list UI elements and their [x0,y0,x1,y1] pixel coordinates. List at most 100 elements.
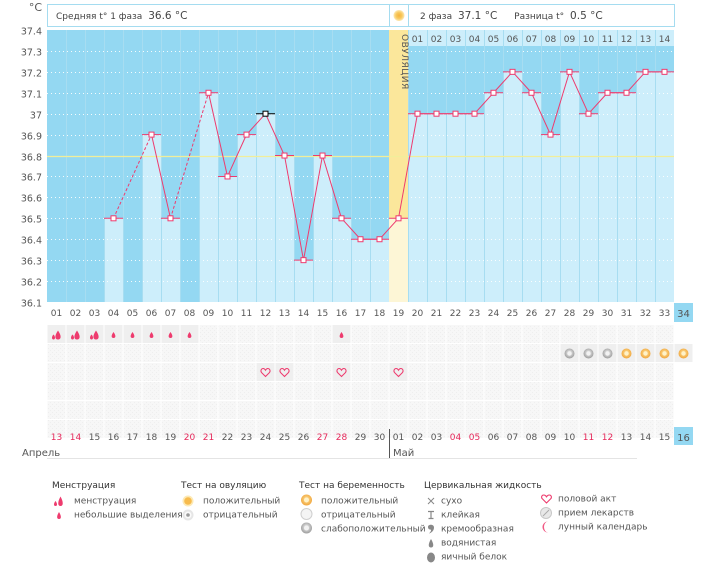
y-tick-label: 36.6 [21,194,42,205]
symptom-cell [560,325,579,343]
symptom-cell [237,401,256,419]
calendar-date: 22 [222,433,233,443]
symptom-cell [161,420,180,438]
cycle-day-label: 17 [355,309,366,319]
temperature-bar [332,218,351,302]
symptom-cell [484,382,503,400]
calendar-date: 28 [336,433,348,443]
cycle-day-label: 07 [165,309,176,319]
temperature-line-segment [512,71,532,94]
symptom-cell [313,401,332,419]
phase1-label: Средняя t° 1 фаза [56,12,142,22]
sun-icon [393,10,405,21]
ovulation-column [389,30,408,219]
symptom-cell [161,363,180,381]
symptom-cell [161,401,180,419]
symptom-cell [218,401,237,419]
temperature-point [509,68,516,75]
cycle-day-label: 15 [317,309,328,319]
legend-item: сухо [424,494,542,508]
temperature-point [148,131,155,138]
symptom-cell [66,363,85,381]
y-tick-label: 37.1 [21,90,42,101]
symptom-cell [370,401,389,419]
symptom-cell [389,325,408,343]
y-tick-label: 37 [30,111,42,122]
temperature-line-segment [531,92,551,135]
negative-pregnancy-icon [299,508,313,522]
symptom-cell [199,401,218,419]
light-drop-icon [130,332,135,338]
light-drop-icon [168,332,173,338]
cycle-day-label: 25 [507,309,518,319]
calendar-date: 12 [602,433,613,443]
cycle-day-label: 06 [146,309,158,319]
y-tick-label: 37.3 [21,48,42,59]
temperature-bar [617,92,636,303]
symptom-cell [617,363,636,381]
symptom-cell [503,382,522,400]
symptom-cell [484,325,503,343]
calendar-date: 01 [393,433,404,443]
symptom-cell [199,344,218,362]
symptom-cell [636,401,655,419]
symptom-cell [123,401,142,419]
legend-item: половой акт [539,492,648,506]
temperature-bar [655,71,674,302]
symptom-cell [446,401,465,419]
positive-pregnancy-icon [299,494,313,508]
symptom-cell [427,382,446,400]
temperature-line-segment [265,113,285,156]
symptom-cell [351,382,370,400]
symptom-cell [180,401,199,419]
symptom-cell [503,344,522,362]
watery-icon [424,536,438,550]
symptom-cell [427,420,446,438]
legend-item: водянистая [424,536,542,550]
temperature-point [300,257,307,264]
cycle-day-label: 27 [545,309,556,319]
temperature-bar [636,71,655,302]
symptom-cell [408,420,427,438]
temperature-line-segment [398,113,418,219]
symptom-cell [522,363,541,381]
heavy-drop-icon [52,330,61,340]
temperature-bar [579,113,598,302]
symptom-cell [66,344,85,362]
temperature-bar [199,92,218,303]
symptom-cell [142,363,161,381]
symptom-cell [66,401,85,419]
symptom-cell [389,401,408,419]
intercourse-cell [256,363,275,381]
symptom-cell [560,401,579,419]
symptom-cell [123,420,142,438]
diff-value: 0.5 °C [570,10,603,22]
calendar-date: 23 [241,433,252,443]
phase2-day-number: 10 [583,35,595,45]
diff-label: Разница t° [514,12,564,22]
calendar-date: 14 [640,433,652,443]
temperature-line-segment [170,92,209,219]
cycle-day-label: 08 [184,309,196,319]
temperature-line-segment [379,217,399,240]
symptom-cell [104,344,123,362]
cycle-day-label: 29 [583,309,595,319]
cycle-day-label: 03 [89,309,100,319]
symptom-cell [598,363,617,381]
temperature-point [205,89,212,96]
symptom-cell [351,325,370,343]
legend-item: положительный [299,494,426,508]
symptom-cell [522,420,541,438]
calendar-date: 24 [260,433,272,443]
symptom-cell [503,401,522,419]
temperature-bar [503,71,522,302]
cycle-day-label: 22 [450,309,461,319]
symptom-cell [85,363,104,381]
cycle-day-label: 16 [336,309,348,319]
light-drop-icon [149,332,154,338]
symptom-cell [579,382,598,400]
temperature-point [281,152,288,159]
legend-item: менструация [52,494,183,508]
y-tick-label: 36.5 [21,215,42,226]
calendar-date: 16 [108,433,120,443]
